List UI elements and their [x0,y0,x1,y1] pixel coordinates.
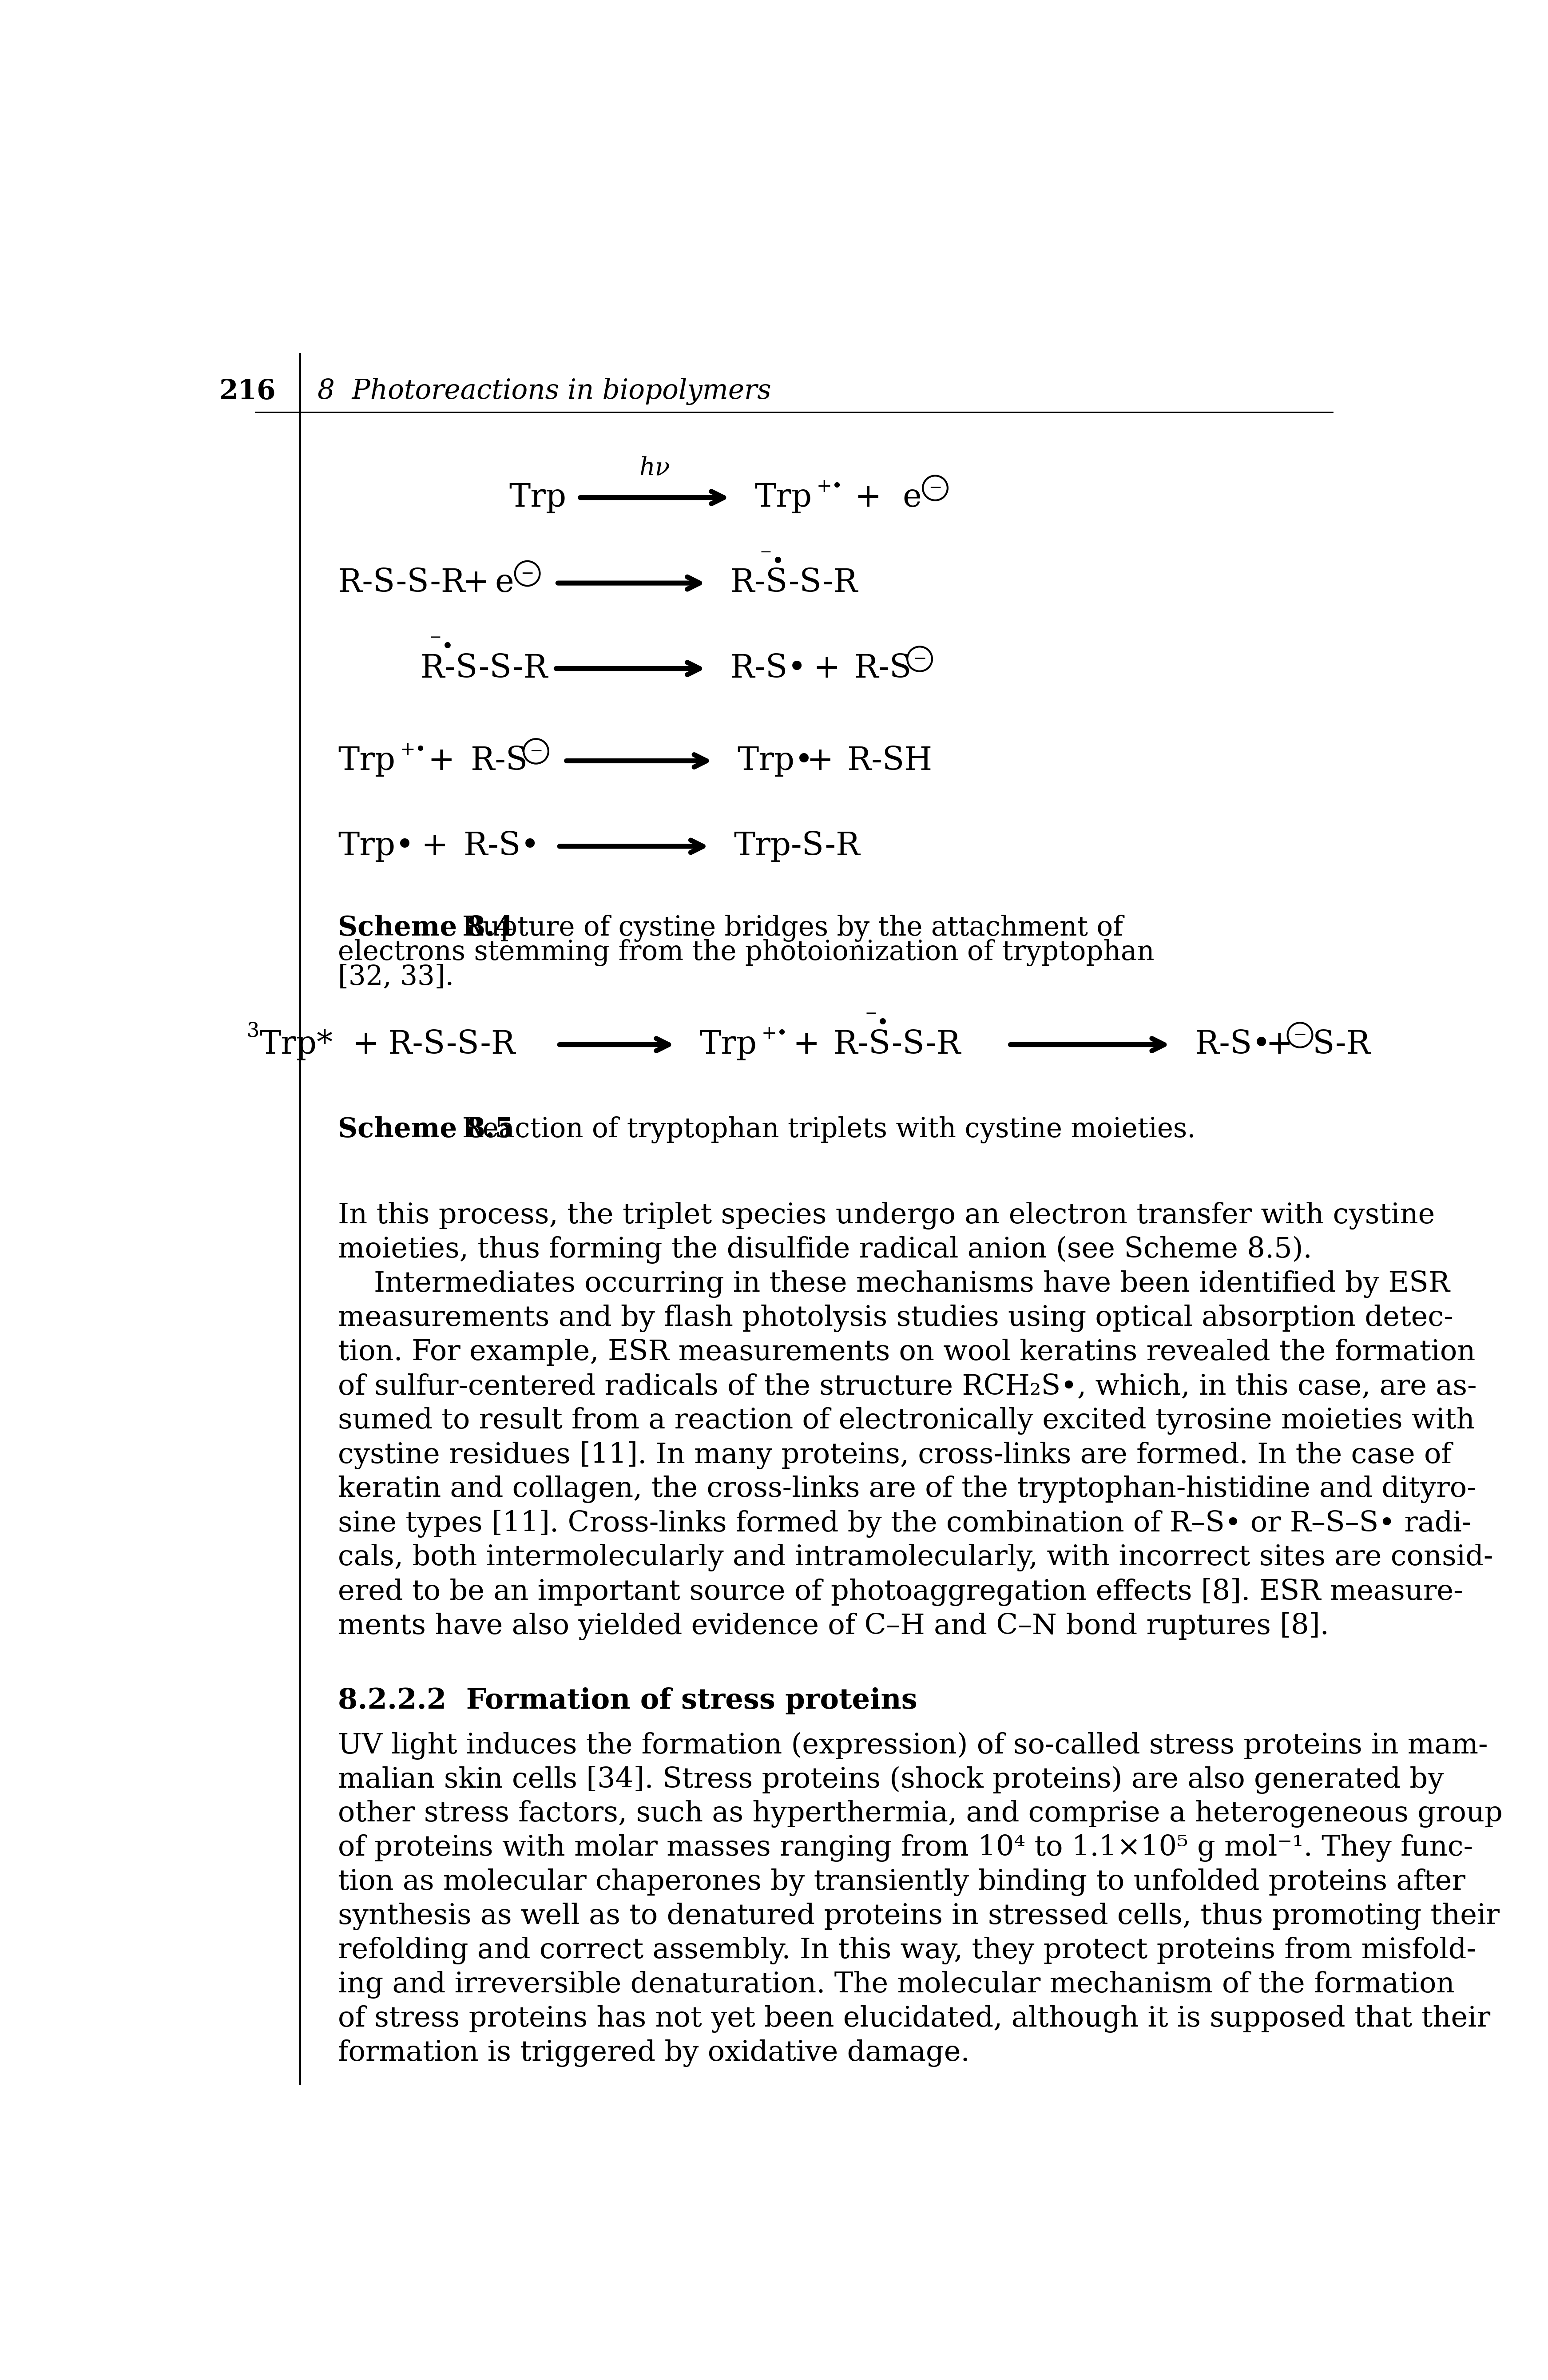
Text: cals, both intermolecularly and intramolecularly, with incorrect sites are consi: cals, both intermolecularly and intramol… [337,1545,1492,1571]
Text: hν: hν [639,457,670,481]
Text: R-S-S-R: R-S-S-R [389,1028,515,1059]
Text: [32, 33].: [32, 33]. [337,964,454,990]
Text: other stress factors, such as hyperthermia, and comprise a heterogeneous group: other stress factors, such as hypertherm… [337,1799,1503,1828]
Text: of sulfur-centered radicals of the structure RCH₂S•, which, in this case, are as: of sulfur-centered radicals of the struc… [337,1373,1477,1399]
Text: sumed to result from a reaction of electronically excited tyrosine moieties with: sumed to result from a reaction of elect… [337,1407,1474,1435]
Text: R-SH: R-SH [847,745,932,776]
Text: Rupture of cystine bridges by the attachment of: Rupture of cystine bridges by the attach… [444,914,1122,942]
Text: Trp*: Trp* [260,1028,333,1059]
Text: −: − [929,481,941,495]
Text: •: • [876,1014,889,1033]
Text: Scheme 8.5: Scheme 8.5 [337,1116,514,1142]
Text: ments have also yielded evidence of C–H and C–N bond ruptures [8].: ments have also yielded evidence of C–H … [337,1611,1328,1640]
Text: 3: 3 [246,1021,260,1040]
Text: ered to be an important source of photoaggregation effects [8]. ESR measure-: ered to be an important source of photoa… [337,1578,1463,1607]
Text: sine types [11]. Cross-links formed by the combination of R–S• or R–S–S• radi-: sine types [11]. Cross-links formed by t… [337,1509,1471,1537]
Text: −: − [1293,1028,1307,1042]
Text: of proteins with molar masses ranging from 10⁴ to 1.1×10⁵ g mol⁻¹. They func-: of proteins with molar masses ranging fr… [337,1835,1472,1861]
Text: −: − [429,631,441,645]
Text: Trp: Trp [754,481,811,514]
Text: +: + [793,1028,819,1059]
Text: ing and irreversible denaturation. The molecular mechanism of the formation: ing and irreversible denaturation. The m… [337,1971,1454,1999]
Text: +: + [421,831,447,862]
Text: •: • [441,638,454,657]
Text: +: + [1266,1028,1293,1059]
Text: R-S: R-S [854,652,912,683]
Text: R-S•: R-S• [1195,1028,1271,1059]
Text: Trp: Trp [509,481,567,514]
Text: +•: +• [816,478,842,495]
Text: measurements and by flash photolysis studies using optical absorption detec-: measurements and by flash photolysis stu… [337,1304,1454,1333]
Text: +: + [351,1028,379,1059]
Text: 216: 216 [220,378,276,405]
Text: +: + [463,566,489,600]
Text: +•: +• [399,740,426,759]
Text: e: e [902,481,921,514]
Text: Trp•: Trp• [737,745,813,776]
Text: +: + [427,745,455,776]
Text: Trp: Trp [337,745,395,776]
Text: +•: +• [762,1023,788,1042]
Text: S-R: S-R [1313,1028,1370,1059]
Text: −: − [864,1007,876,1021]
Text: of stress proteins has not yet been elucidated, although it is supposed that the: of stress proteins has not yet been eluc… [337,2006,1491,2033]
Text: In this process, the triplet species undergo an electron transfer with cystine: In this process, the triplet species und… [337,1202,1435,1230]
Text: −: − [520,566,534,581]
Text: R-S-S-R: R-S-S-R [833,1028,960,1059]
Text: Intermediates occurring in these mechanisms have been identified by ESR: Intermediates occurring in these mechani… [337,1271,1449,1297]
Text: R-S-S-R: R-S-S-R [421,652,548,683]
Text: tion. For example, ESR measurements on wool keratins revealed the formation: tion. For example, ESR measurements on w… [337,1338,1475,1366]
Text: tion as molecular chaperones by transiently binding to unfolded proteins after: tion as molecular chaperones by transien… [337,1868,1464,1897]
Text: cystine residues [11]. In many proteins, cross-links are formed. In the case of: cystine residues [11]. In many proteins,… [337,1442,1452,1468]
Text: malian skin cells [34]. Stress proteins (shock proteins) are also generated by: malian skin cells [34]. Stress proteins … [337,1766,1444,1795]
Text: R-S: R-S [471,745,528,776]
Text: 3: 3 [246,1021,260,1040]
Text: R-S•: R-S• [463,831,540,862]
Text: Trp•: Trp• [337,831,415,862]
Text: •: • [771,552,783,571]
Text: +: + [854,481,881,514]
Text: Trp: Trp [700,1028,757,1059]
Text: UV light induces the formation (expression) of so-called stress proteins in mam-: UV light induces the formation (expressi… [337,1733,1488,1759]
Text: e: e [494,566,514,600]
Text: electrons stemming from the photoionization of tryptophan: electrons stemming from the photoionizat… [337,940,1155,966]
Text: moieties, thus forming the disulfide radical anion (see Scheme 8.5).: moieties, thus forming the disulfide rad… [337,1235,1311,1264]
Text: 8  Photoreactions in biopolymers: 8 Photoreactions in biopolymers [317,378,771,405]
Text: +: + [813,652,841,683]
Text: synthesis as well as to denatured proteins in stressed cells, thus promoting the: synthesis as well as to denatured protei… [337,1902,1500,1930]
Text: +: + [807,745,833,776]
Text: keratin and collagen, the cross-links are of the tryptophan-histidine and dityro: keratin and collagen, the cross-links ar… [337,1476,1477,1504]
Text: R-S-S-R: R-S-S-R [731,566,858,600]
Text: −: − [913,652,926,666]
Text: −: − [760,545,772,559]
Text: R-S•: R-S• [731,652,807,683]
Text: −: − [529,743,542,759]
Text: 8.2.2.2  Formation of stress proteins: 8.2.2.2 Formation of stress proteins [337,1687,918,1714]
Text: formation is triggered by oxidative damage.: formation is triggered by oxidative dama… [337,2040,969,2068]
Text: Reaction of tryptophan triplets with cystine moieties.: Reaction of tryptophan triplets with cys… [444,1116,1195,1142]
Text: R-S-S-R: R-S-S-R [337,566,464,600]
Text: Trp-S-R: Trp-S-R [734,831,859,862]
Text: Scheme 8.4: Scheme 8.4 [337,914,514,942]
Text: refolding and correct assembly. In this way, they protect proteins from misfold-: refolding and correct assembly. In this … [337,1937,1475,1964]
